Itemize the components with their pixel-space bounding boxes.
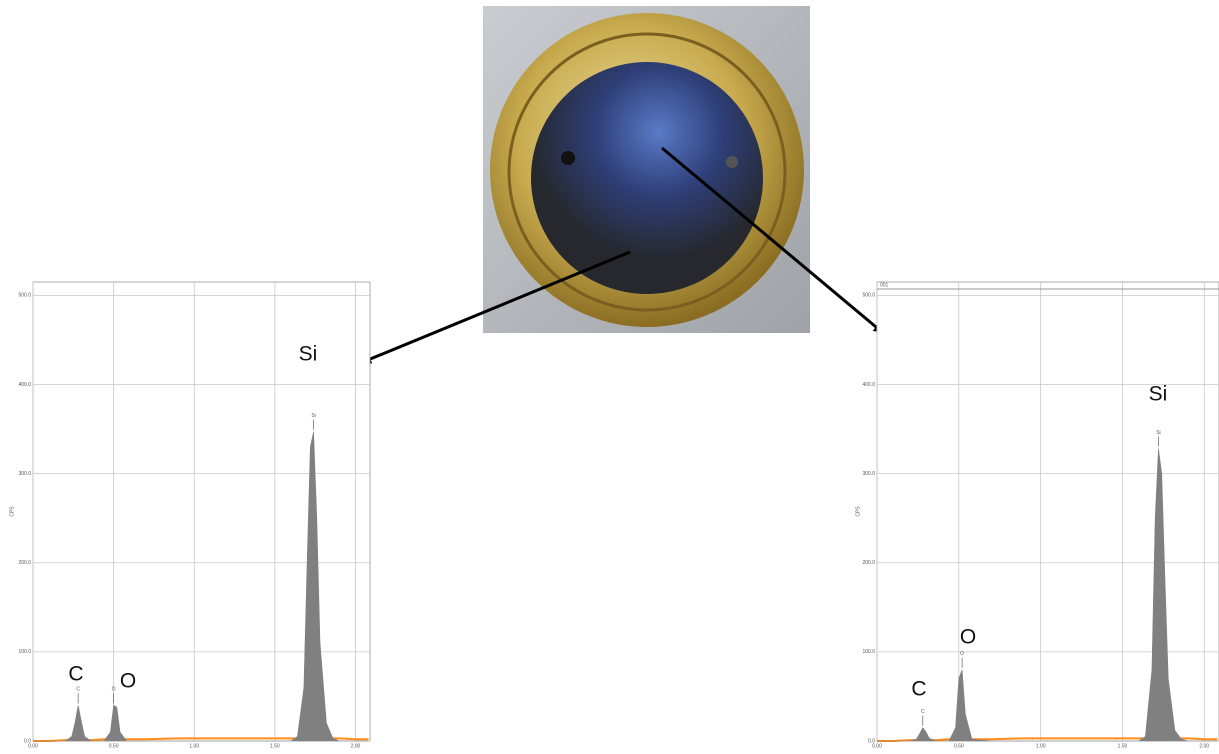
x-tick-label: 1.50	[270, 743, 280, 749]
y-tick-label: 200.0	[18, 560, 31, 566]
y-axis-label: CPS	[9, 506, 15, 517]
y-tick-label: 400.0	[18, 382, 31, 388]
peak-label: Si	[1156, 430, 1160, 436]
y-tick-label: 300.0	[862, 471, 875, 477]
x-tick-label: 0.50	[954, 743, 964, 749]
y-tick-label: 100.0	[18, 649, 31, 655]
figure: 0.0100.0200.0300.0400.0500.00.000.501.00…	[0, 0, 1219, 754]
x-tick-label: 0.00	[28, 743, 38, 749]
y-tick-label: 300.0	[18, 471, 31, 477]
y-tick-label: 400.0	[862, 382, 875, 388]
sample-photo	[483, 6, 810, 333]
element-annotation: C	[911, 678, 926, 701]
element-annotation: C	[68, 663, 83, 686]
y-axis-label: CPS	[855, 506, 861, 517]
element-annotation: Si	[1149, 383, 1168, 406]
y-tick-label: 500.0	[18, 293, 31, 299]
y-tick-label: 100.0	[862, 649, 875, 655]
x-tick-label: 0.00	[872, 743, 882, 749]
peak-label: C	[921, 709, 925, 715]
y-tick-label: 500.0	[862, 293, 875, 299]
x-tick-label: 2.00	[351, 743, 361, 749]
element-annotation: Si	[299, 343, 318, 366]
y-tick-label: 200.0	[862, 560, 875, 566]
peak-label: O	[112, 687, 116, 693]
chart-header: 001	[880, 282, 889, 288]
peak-label: Si	[311, 413, 315, 419]
element-annotation: O	[120, 670, 136, 693]
page: {"chart_data": [ {"type": "area", "y_lab…	[0, 0, 1219, 754]
peak-label: O	[960, 651, 964, 657]
peak-label: C	[76, 687, 80, 693]
x-tick-label: 1.00	[1036, 743, 1046, 749]
x-tick-label: 2.00	[1199, 743, 1209, 749]
x-tick-label: 1.00	[189, 743, 199, 749]
element-annotation: O	[960, 626, 976, 649]
x-tick-label: 0.50	[109, 743, 119, 749]
x-tick-label: 1.50	[1118, 743, 1128, 749]
